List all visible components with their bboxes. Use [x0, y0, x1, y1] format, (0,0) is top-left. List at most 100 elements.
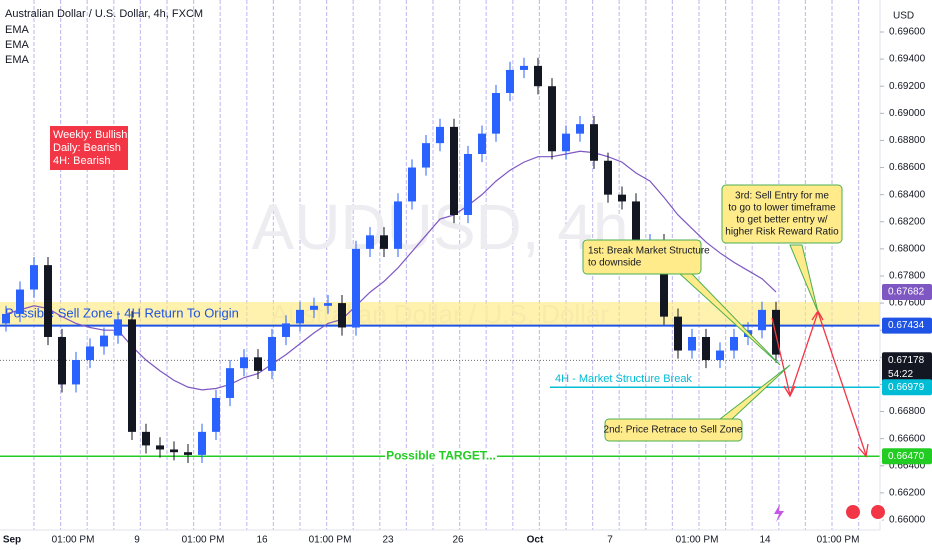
candle-body	[268, 336, 276, 371]
arrow-head	[783, 385, 796, 398]
target-label-bg	[385, 448, 497, 465]
candle-body	[520, 65, 528, 70]
candle-body	[114, 319, 122, 336]
price-label-bg	[882, 283, 932, 300]
price-label-bg	[882, 379, 932, 396]
candle-body	[534, 65, 542, 87]
watermark: AUDUSD, 4h	[252, 191, 629, 263]
candle-body	[338, 303, 346, 328]
candle-body	[128, 319, 136, 432]
x-tick-label: Sep	[3, 535, 21, 546]
candle-body	[324, 303, 332, 306]
callout-text: to downside	[588, 258, 642, 269]
x-tick-label: 01:00 PM	[309, 535, 352, 546]
callout-text: to go to lower timeframe	[728, 203, 836, 214]
y-tick-label: 0.68200	[889, 216, 926, 227]
x-tick-label: 7	[607, 535, 613, 546]
candle-body	[576, 124, 584, 134]
x-tick-label: 01:00 PM	[676, 535, 719, 546]
x-tick-label: 01:00 PM	[182, 535, 225, 546]
bias-text: Daily: Bearish	[53, 142, 121, 154]
price-label-bg	[882, 317, 932, 334]
candle-body	[366, 235, 374, 249]
callout-box	[721, 184, 843, 244]
y-tick-label: 0.68000	[889, 244, 926, 255]
callout-tail	[789, 244, 819, 313]
indicator-label: EMA	[5, 54, 30, 66]
structure-break-label: 4H - Market Structure Break	[555, 373, 692, 385]
y-tick-label: 0.66000	[889, 515, 926, 526]
lightning-icon	[774, 504, 784, 522]
x-tick-label: 14	[759, 535, 771, 546]
price-label-bg	[882, 448, 932, 465]
arrow-head	[857, 443, 869, 458]
candle-body	[296, 309, 304, 324]
candle-body	[548, 86, 556, 152]
candle-body	[730, 336, 738, 351]
candle-body	[688, 336, 696, 351]
candle-body	[492, 92, 500, 134]
candle-body	[562, 133, 570, 152]
candle-body	[772, 309, 780, 355]
candle-body	[310, 305, 318, 310]
candle-body	[44, 265, 52, 337]
candle-body	[702, 336, 710, 361]
candle-body	[240, 357, 248, 369]
candle-body	[394, 201, 402, 249]
candle-body	[58, 336, 66, 385]
candle-body	[198, 431, 206, 455]
candle-body	[254, 357, 262, 371]
projection-arrow	[771, 309, 867, 456]
candle-body	[716, 350, 724, 361]
candle-body	[72, 360, 80, 385]
price-label: 0.66979	[888, 382, 925, 393]
y-tick-label: 0.68800	[889, 135, 926, 146]
bias-text: Weekly: Bullish	[53, 129, 127, 141]
candle-body	[450, 126, 458, 215]
y-tick-label: 0.66400	[889, 460, 926, 471]
y-tick-label: 0.68400	[889, 189, 926, 200]
candle-body	[464, 153, 472, 215]
candle-body	[184, 452, 192, 455]
y-tick-label: 0.67600	[889, 298, 926, 309]
y-tick-label: 0.68600	[889, 162, 926, 173]
y-tick-label: 0.66600	[889, 433, 926, 444]
candle-body	[226, 368, 234, 398]
candle-body	[422, 143, 430, 168]
callout-box	[604, 418, 743, 442]
candle-body	[604, 160, 612, 195]
indicator-label: EMA	[5, 24, 30, 36]
y-tick-label: 0.69400	[889, 54, 926, 65]
candle-body	[408, 167, 416, 202]
candle-body	[506, 69, 514, 93]
candle-body	[660, 242, 668, 317]
candle-body	[282, 323, 290, 337]
candle-body	[758, 309, 766, 331]
currency-label: USD	[893, 11, 914, 22]
y-tick-label: 0.67800	[889, 271, 926, 282]
chart-title: Australian Dollar / U.S. Dollar, 4h, FXC…	[5, 8, 203, 20]
indicator-label: EMA	[5, 39, 30, 51]
candle-body	[86, 346, 94, 361]
price-label: 0.67178	[888, 355, 925, 366]
candle-body	[478, 133, 486, 154]
price-label: 0.67434	[888, 320, 925, 331]
bias-box	[50, 126, 128, 170]
candle-body	[156, 445, 164, 450]
price-label: 0.67682	[888, 287, 925, 298]
x-tick-label: 01:00 PM	[52, 535, 95, 546]
price-label-bg	[882, 352, 932, 383]
y-tick-label: 0.69000	[889, 108, 926, 119]
callout-text: 2nd: Price Retrace to Sell Zone	[604, 425, 743, 436]
candle-body	[142, 431, 150, 446]
x-tick-label: 16	[256, 535, 268, 546]
price-label: 0.66470	[888, 451, 925, 462]
candle-body	[436, 126, 444, 144]
candle-body	[16, 289, 24, 314]
target-label: Possible TARGET...	[386, 448, 496, 462]
candle-body	[100, 335, 108, 347]
callout-text: higher Risk Reward Ratio	[725, 227, 839, 238]
x-tick-label: 23	[382, 535, 394, 546]
callout-text: 1st: Break Market Structure	[588, 246, 710, 257]
candle-body	[618, 194, 626, 202]
